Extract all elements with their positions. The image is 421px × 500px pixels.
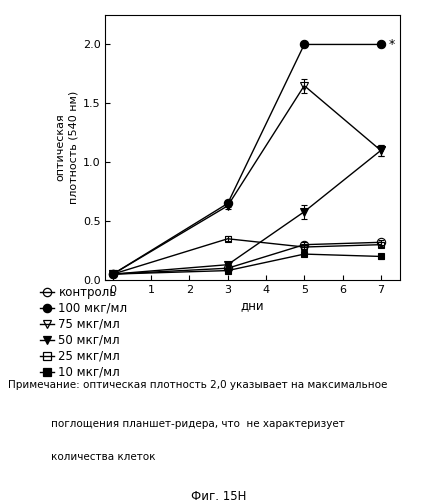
Y-axis label: оптическая
плотность (540 нм): оптическая плотность (540 нм) bbox=[55, 91, 78, 204]
Text: *: * bbox=[389, 38, 395, 51]
Text: количества клеток: количества клеток bbox=[51, 452, 155, 462]
Text: Фиг. 15Н: Фиг. 15Н bbox=[191, 490, 247, 500]
Text: поглощения планшет-ридера, что  не характеризует: поглощения планшет-ридера, что не характ… bbox=[51, 419, 344, 428]
Text: Примечание: оптическая плотность 2,0 указывает на максимальное: Примечание: оптическая плотность 2,0 ука… bbox=[8, 380, 388, 390]
Legend: контроль, 100 мкг/мл, 75 мкг/мл, 50 мкг/мл, 25 мкг/мл, 10 мкг/мл: контроль, 100 мкг/мл, 75 мкг/мл, 50 мкг/… bbox=[40, 286, 128, 378]
X-axis label: дни: дни bbox=[241, 299, 264, 312]
